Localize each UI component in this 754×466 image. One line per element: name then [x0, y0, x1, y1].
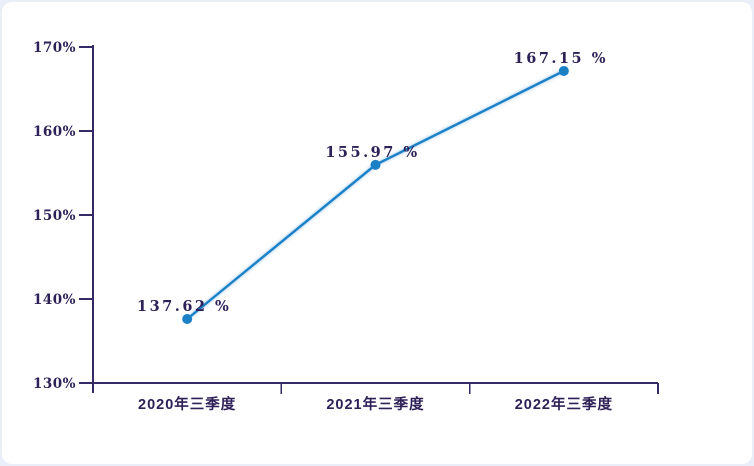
series-line: [185, 69, 566, 321]
x-tick-label: 2020年三季度: [138, 395, 236, 413]
y-tick-label: 150%: [33, 208, 76, 224]
y-tick-label: 130%: [33, 376, 76, 392]
data-point-marker: [182, 313, 193, 324]
y-tick-label: 170%: [33, 40, 76, 56]
x-tick-label: 2021年三季度: [326, 395, 424, 413]
data-point-label: 137.62 %: [137, 298, 231, 315]
data-point-marker: [370, 159, 381, 170]
data-point-marker: [558, 65, 569, 76]
x-tick-label: 2022年三季度: [515, 395, 613, 413]
y-tick-label: 140%: [33, 292, 76, 308]
data-point-label: 167.15 %: [514, 50, 608, 67]
y-tick-label: 160%: [33, 124, 76, 140]
data-point-label: 155.97 %: [325, 144, 419, 161]
